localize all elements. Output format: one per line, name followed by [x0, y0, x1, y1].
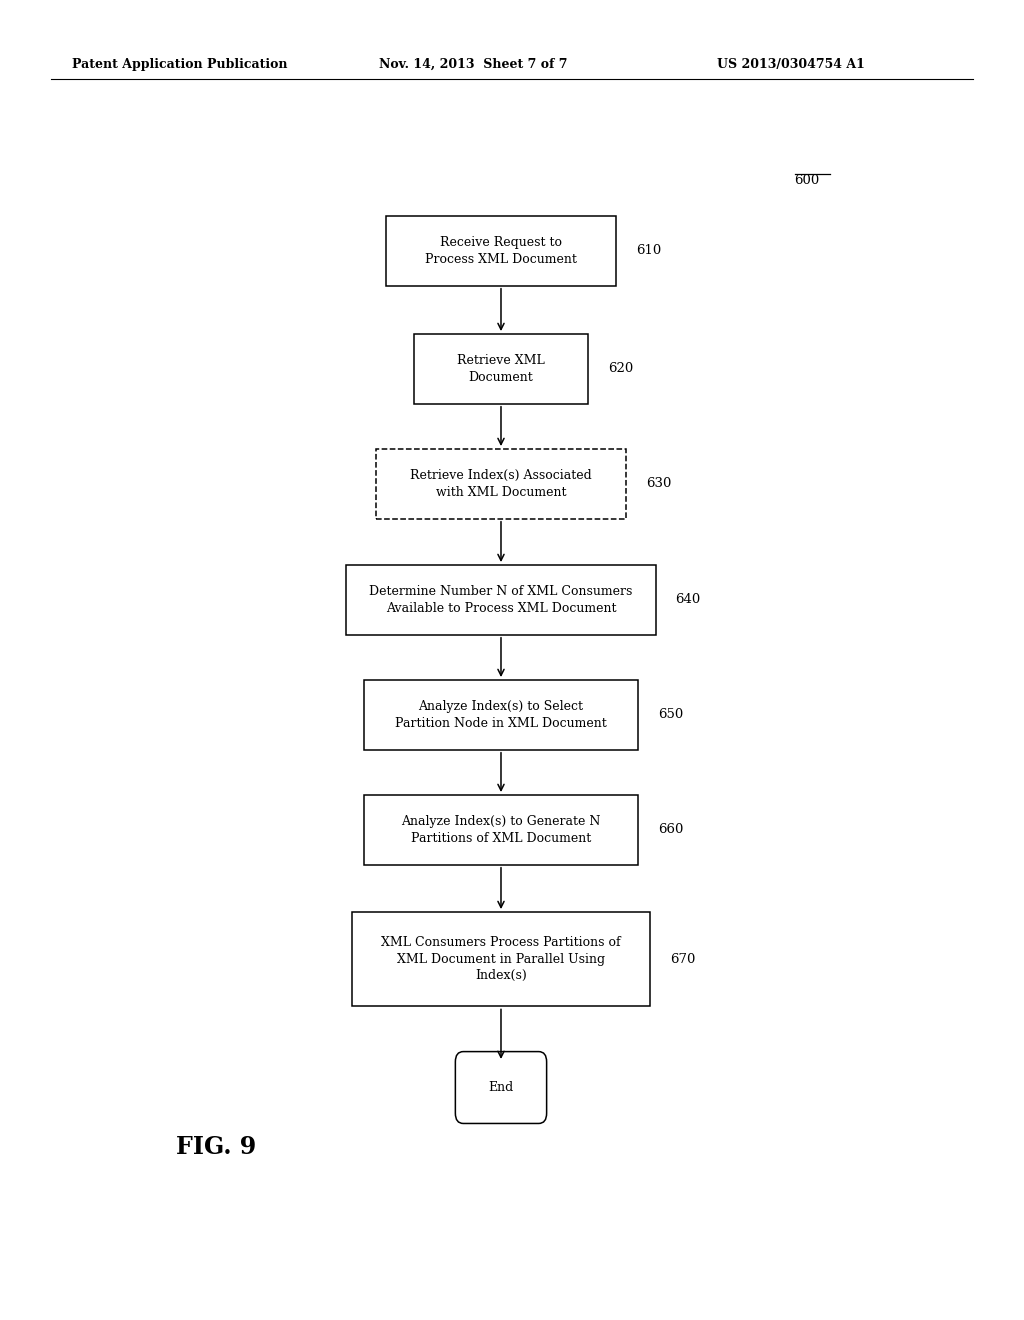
Text: 670: 670 — [670, 953, 695, 966]
Text: 600: 600 — [795, 174, 820, 187]
Bar — [414, 334, 588, 404]
Bar — [386, 216, 616, 285]
FancyBboxPatch shape — [456, 1052, 547, 1123]
Text: Analyze Index(s) to Select
Partition Node in XML Document: Analyze Index(s) to Select Partition Nod… — [395, 700, 607, 730]
Bar — [376, 449, 626, 519]
Text: 610: 610 — [636, 244, 662, 257]
Text: Receive Request to
Process XML Document: Receive Request to Process XML Document — [425, 236, 577, 265]
Text: 650: 650 — [657, 709, 683, 721]
Text: Analyze Index(s) to Generate N
Partitions of XML Document: Analyze Index(s) to Generate N Partition… — [401, 814, 601, 845]
Text: Retrieve Index(s) Associated
with XML Document: Retrieve Index(s) Associated with XML Do… — [411, 469, 592, 499]
Text: Patent Application Publication: Patent Application Publication — [72, 58, 287, 71]
Text: Retrieve XML
Document: Retrieve XML Document — [457, 354, 545, 384]
Text: 640: 640 — [676, 594, 700, 606]
Bar — [365, 795, 638, 865]
Point — [788, 166, 801, 182]
Bar — [365, 680, 638, 750]
Text: FIG. 9: FIG. 9 — [176, 1135, 256, 1159]
Bar — [346, 565, 655, 635]
Bar — [352, 912, 650, 1006]
Text: End: End — [488, 1081, 514, 1094]
Text: 630: 630 — [646, 478, 671, 490]
Text: XML Consumers Process Partitions of
XML Document in Parallel Using
Index(s): XML Consumers Process Partitions of XML … — [381, 936, 621, 982]
Text: Determine Number N of XML Consumers
Available to Process XML Document: Determine Number N of XML Consumers Avai… — [370, 585, 633, 615]
Point — [824, 166, 837, 182]
Text: Nov. 14, 2013  Sheet 7 of 7: Nov. 14, 2013 Sheet 7 of 7 — [379, 58, 567, 71]
Text: 660: 660 — [657, 824, 683, 837]
Text: 620: 620 — [608, 363, 634, 375]
Text: US 2013/0304754 A1: US 2013/0304754 A1 — [717, 58, 864, 71]
